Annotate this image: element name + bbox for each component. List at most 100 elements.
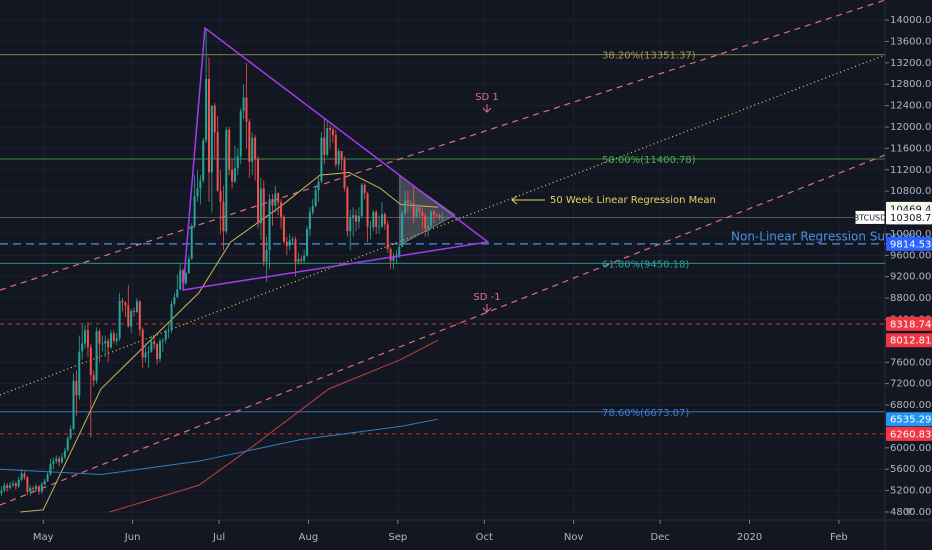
candle-body	[84, 330, 87, 344]
candle-body	[23, 473, 26, 478]
support-label: Non-Linear Regression Support	[731, 229, 918, 243]
price-tag-label: 10469.40	[890, 204, 932, 215]
candle-body	[193, 196, 196, 226]
candle-body	[380, 214, 383, 227]
candle-body	[239, 110, 242, 157]
trend-line	[0, 0, 885, 291]
candle-body	[222, 201, 225, 232]
price-tag	[886, 333, 932, 348]
candle-body	[401, 213, 404, 247]
candle-body	[343, 159, 346, 188]
y-tick-label: 6000.00	[890, 443, 931, 454]
candle-body	[207, 78, 210, 173]
y-tick-label: 11200.00	[890, 165, 932, 176]
candle-body	[251, 137, 254, 162]
y-tick-label: 13200.00	[890, 58, 932, 69]
price-tag	[886, 426, 932, 441]
candle-body	[72, 380, 75, 430]
candle-body	[366, 193, 369, 227]
x-tick-label: Oct	[476, 532, 493, 543]
candle-body	[233, 168, 236, 182]
candle-body	[81, 343, 84, 352]
candle-body	[101, 343, 104, 345]
candle-body	[404, 200, 407, 214]
x-tick-label: Jul	[212, 532, 225, 543]
candle-body	[109, 333, 112, 348]
candle-body	[340, 151, 343, 160]
candle-body	[153, 341, 156, 345]
candle-body	[216, 132, 219, 192]
candle-body	[435, 214, 438, 216]
candle-body	[35, 486, 38, 489]
candle-body	[363, 184, 366, 194]
candle-body	[389, 248, 392, 261]
symbol-label: BTCUSD	[854, 213, 887, 222]
candle-body	[432, 211, 435, 215]
candle-body	[3, 485, 6, 491]
candle-body	[89, 347, 92, 376]
candle-body	[141, 329, 144, 358]
candle-body	[294, 239, 297, 262]
candle-body	[323, 137, 326, 155]
candle-body	[415, 207, 418, 217]
candle-body	[409, 202, 412, 204]
moving-average	[109, 339, 439, 513]
candle-body	[190, 225, 193, 260]
candle-body	[225, 129, 228, 232]
candle-body	[392, 256, 395, 261]
candle-body	[14, 483, 17, 487]
candle-body	[173, 297, 176, 304]
candle-body	[282, 216, 285, 242]
candle-body	[300, 259, 303, 261]
price-tag-label: 9814.53	[890, 239, 931, 250]
y-tick-label: 12400.00	[890, 101, 932, 112]
annotation: SD 1	[475, 92, 499, 103]
candle-body	[86, 330, 89, 348]
candle-body	[60, 457, 63, 463]
candle-body	[291, 239, 294, 241]
candle-body	[383, 214, 386, 225]
candle-body	[231, 169, 234, 182]
annotation-arrow	[482, 304, 492, 313]
symbol-tag	[854, 209, 886, 225]
trend-line	[0, 154, 885, 506]
candle-body	[259, 188, 262, 224]
candle-body	[337, 151, 340, 165]
candle-body	[421, 212, 424, 216]
candle-body	[92, 375, 95, 381]
candle-body	[236, 156, 239, 169]
candle-body	[121, 300, 124, 303]
candle-body	[320, 137, 323, 182]
y-tick-label: 11600.00	[890, 143, 932, 154]
price-tag-label: 8318.74	[890, 319, 931, 330]
x-tick-label: May	[33, 532, 54, 543]
candle-body	[303, 255, 306, 261]
candle-body	[0, 490, 3, 494]
x-tick-label: Sep	[388, 532, 407, 543]
annotation: SD -1	[473, 292, 500, 303]
candle-body	[441, 217, 444, 219]
candle-body	[112, 333, 115, 341]
candle-body	[164, 331, 167, 340]
price-tag-label: 6260.83	[890, 429, 931, 440]
candle-body	[329, 128, 332, 130]
candle-body	[69, 429, 72, 439]
candle-body	[314, 190, 317, 207]
x-tick-label: Jun	[124, 532, 141, 543]
x-tick-label: 2020	[737, 532, 762, 543]
candle-body	[277, 193, 280, 203]
candle-body	[213, 105, 216, 133]
candle-body	[95, 331, 98, 381]
candle-body	[124, 302, 127, 306]
candle-body	[11, 483, 14, 486]
candle-body	[138, 301, 141, 330]
y-tick-label: 4800.00	[890, 507, 931, 518]
candle-body	[355, 215, 358, 222]
candle-body	[288, 240, 291, 246]
y-tick-label: 7200.00	[890, 379, 931, 390]
candle-body	[75, 380, 78, 396]
candle-body	[182, 270, 185, 284]
candle-body	[424, 215, 427, 229]
price-tag	[886, 316, 932, 331]
